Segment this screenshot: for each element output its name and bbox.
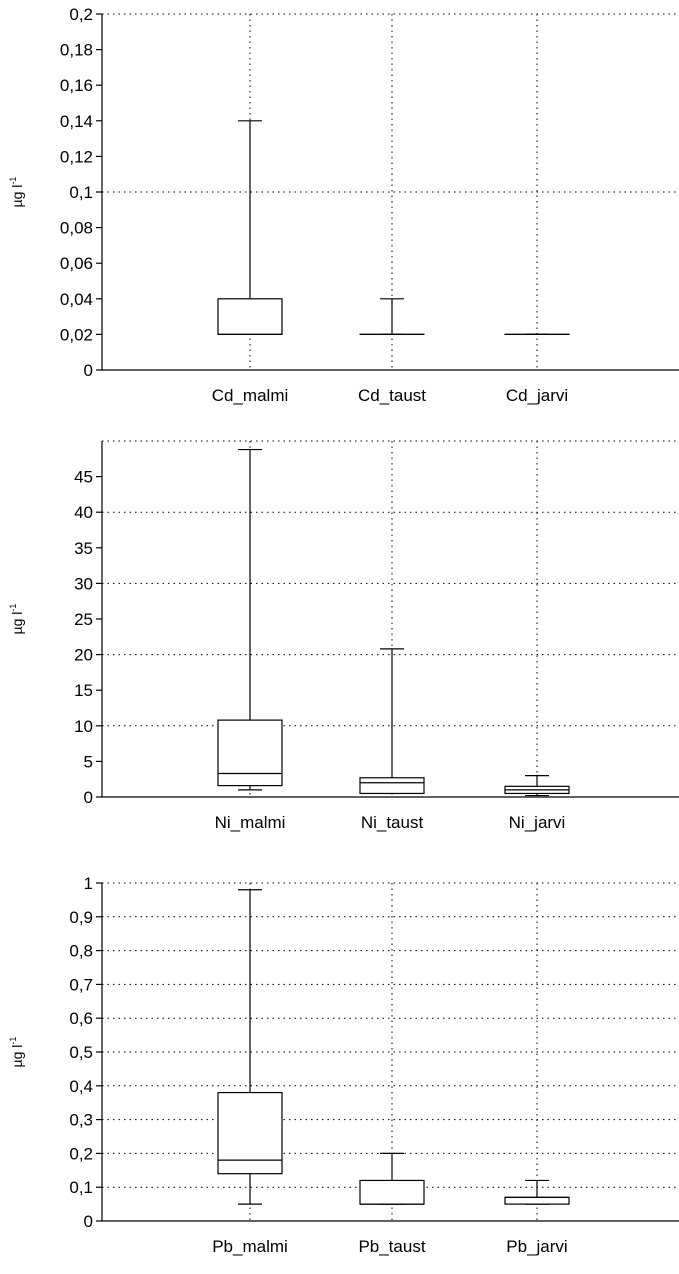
y-tick-label: 0,1 bbox=[69, 1178, 93, 1197]
y-tick-label: 0,9 bbox=[69, 908, 93, 927]
y-axis-label: µg l-1 bbox=[8, 177, 25, 208]
x-category-label: Cd_jarvi bbox=[506, 386, 568, 405]
y-tick-label: 45 bbox=[74, 468, 93, 487]
y-tick-label: 0,04 bbox=[60, 290, 93, 309]
box-Ni_malmi bbox=[217, 448, 283, 791]
y-tick-label: 20 bbox=[74, 646, 93, 665]
y-tick-label: 25 bbox=[74, 610, 93, 629]
iqr-box bbox=[504, 1196, 570, 1205]
y-tick-label: 0 bbox=[84, 1212, 93, 1231]
y-tick-label: 0,8 bbox=[69, 942, 93, 961]
box-Cd_taust bbox=[359, 298, 425, 336]
box-Ni_jarvi bbox=[504, 775, 570, 797]
x-category-label: Cd_malmi bbox=[212, 386, 289, 405]
y-tick-label: 0,1 bbox=[69, 183, 93, 202]
x-category-label: Ni_jarvi bbox=[509, 813, 566, 832]
x-category-label: Pb_taust bbox=[358, 1237, 425, 1256]
x-category-label: Pb_malmi bbox=[212, 1237, 288, 1256]
y-tick-label: 15 bbox=[74, 681, 93, 700]
y-tick-label: 30 bbox=[74, 574, 93, 593]
y-tick-label: 0,14 bbox=[60, 112, 93, 131]
y-tick-label: 0,12 bbox=[60, 147, 93, 166]
iqr-box bbox=[359, 777, 425, 795]
x-category-label: Pb_jarvi bbox=[506, 1237, 567, 1256]
x-category-label: Ni_malmi bbox=[215, 813, 286, 832]
y-tick-label: 0,3 bbox=[69, 1111, 93, 1130]
iqr-box bbox=[217, 1091, 283, 1175]
chart-panel-2: Ni_malmi Ni_taust Ni_jarvi 0 5 10 15 20 25 30 35 40… bbox=[8, 440, 679, 832]
y-tick-label: 10 bbox=[74, 717, 93, 736]
y-axis-label-superscript: -1 bbox=[8, 1037, 18, 1045]
y-axis-label-superscript: -1 bbox=[8, 177, 18, 185]
x-category-label: Cd_taust bbox=[358, 386, 426, 405]
y-axis-label-superscript: -1 bbox=[8, 604, 18, 612]
iqr-box bbox=[359, 1179, 425, 1205]
y-tick-label: 0,02 bbox=[60, 325, 93, 344]
y-tick-label: 0,18 bbox=[60, 41, 93, 60]
y-axis-label: µg l-1 bbox=[8, 604, 25, 635]
x-category-label: Ni_taust bbox=[361, 813, 424, 832]
y-tick-label: 0,4 bbox=[69, 1077, 93, 1096]
y-axis-label: µg l-1 bbox=[8, 1037, 25, 1068]
y-tick-label: 0,16 bbox=[60, 76, 93, 95]
box-Pb_malmi bbox=[217, 889, 283, 1205]
chart-panel-3: Pb_malmi Pb_taust Pb_jarvi 0 0,1 0,2 0,3 0,4 0,5… bbox=[8, 874, 679, 1256]
box-Pb_taust bbox=[359, 1152, 425, 1205]
y-tick-label: 0,2 bbox=[69, 1144, 93, 1163]
y-tick-label: 0,6 bbox=[69, 1009, 93, 1028]
box-Pb_jarvi bbox=[504, 1179, 570, 1205]
y-tick-label: 0 bbox=[84, 788, 93, 807]
chart-panel-1: Cd_malmi Cd_taust Cd_jarvi 0 0,02 0,04 0,06 0,0… bbox=[8, 5, 679, 405]
y-tick-label: 0,5 bbox=[69, 1043, 93, 1062]
y-tick-label: 5 bbox=[84, 752, 93, 771]
y-tick-label: 0,7 bbox=[69, 975, 93, 994]
y-tick-label: 0,2 bbox=[69, 5, 93, 24]
y-tick-label: 0,08 bbox=[60, 219, 93, 238]
y-tick-label: 40 bbox=[74, 503, 93, 522]
y-tick-label: 0 bbox=[84, 361, 93, 380]
y-tick-label: 1 bbox=[84, 874, 93, 893]
y-tick-label: 35 bbox=[74, 539, 93, 558]
iqr-box bbox=[217, 298, 283, 335]
box-Ni_taust bbox=[359, 648, 425, 795]
y-tick-label: 0,06 bbox=[60, 254, 93, 273]
box-Cd_malmi bbox=[217, 120, 283, 335]
iqr-box bbox=[217, 719, 283, 787]
